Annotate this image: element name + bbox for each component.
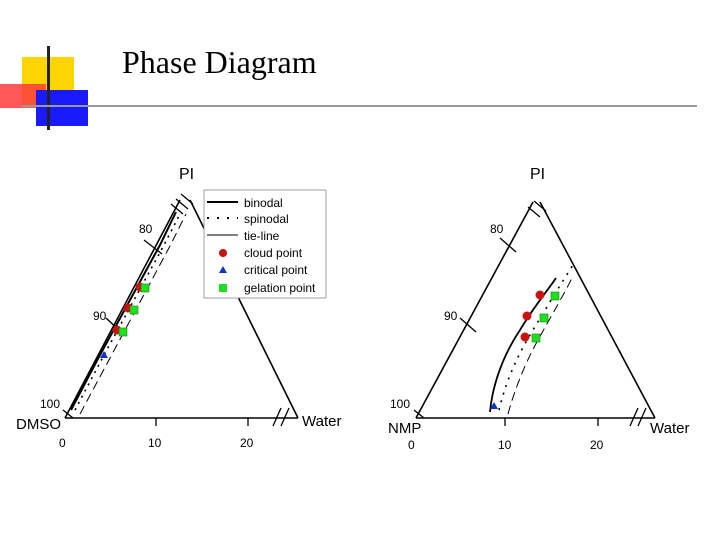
binodal-curve bbox=[489, 277, 557, 413]
cloud-point-marker bbox=[520, 332, 530, 342]
vertex-label-left: NMP bbox=[388, 420, 421, 437]
gelation-point-marker bbox=[539, 313, 549, 323]
vertex-label-right: Water bbox=[302, 413, 341, 430]
gelation-point-marker bbox=[140, 283, 150, 293]
left-edge-tick-label: 80 bbox=[139, 222, 153, 236]
diagram-nmp: PI NMP Water 80 90 100 0 10 20 bbox=[388, 166, 689, 452]
cloud-point-marker bbox=[522, 311, 532, 321]
left-edge-tick-label: 80 bbox=[490, 222, 504, 236]
bottom-tick-label: 0 bbox=[408, 438, 415, 452]
slide-title: Phase Diagram bbox=[122, 44, 317, 80]
tie-line-curve bbox=[507, 277, 573, 415]
vertex-label-right: Water bbox=[650, 420, 689, 437]
left-edge-tick-label: 90 bbox=[93, 309, 107, 323]
legend-swatch-critical-point bbox=[219, 266, 227, 273]
axis-break-top bbox=[527, 200, 547, 218]
left-edge-tick-marks bbox=[62, 239, 249, 426]
legend-label: gelation point bbox=[244, 281, 316, 295]
gelation-point-marker bbox=[129, 305, 139, 315]
left-edge-tick-marks bbox=[413, 237, 599, 426]
left-edge-tick-label: 90 bbox=[444, 309, 458, 323]
deco-blue-square bbox=[36, 90, 88, 126]
bottom-tick-label: 10 bbox=[498, 438, 512, 452]
critical-point-marker bbox=[100, 351, 108, 358]
left-edge-tick-label: 100 bbox=[390, 397, 410, 411]
deco-vertical-bar bbox=[47, 46, 50, 130]
legend: binodal spinodal tie-line cloud point cr… bbox=[203, 189, 327, 299]
vertex-label-top: PI bbox=[179, 166, 194, 183]
legend-label: spinodal bbox=[244, 212, 289, 226]
binodal-curve bbox=[70, 211, 177, 411]
legend-swatch-cloud-point bbox=[219, 249, 227, 257]
bottom-tick-label: 20 bbox=[240, 436, 254, 450]
legend-label: critical point bbox=[244, 263, 308, 277]
gelation-point-marker bbox=[531, 333, 541, 343]
bottom-tick-label: 0 bbox=[59, 436, 66, 450]
triangle-left-edge bbox=[415, 201, 534, 419]
title-divider bbox=[22, 105, 697, 107]
cloud-point-marker bbox=[535, 290, 545, 300]
gelation-point-marker bbox=[118, 327, 128, 337]
axis-break-right bbox=[272, 407, 290, 427]
legend-label: binodal bbox=[244, 196, 283, 210]
legend-label: tie-line bbox=[244, 229, 280, 243]
left-edge-tick-label: 100 bbox=[40, 397, 60, 411]
triangle-right-edge bbox=[539, 201, 656, 419]
vertex-label-top: PI bbox=[530, 166, 545, 183]
triangle-left-edge bbox=[64, 199, 181, 419]
spinodal-curve bbox=[498, 261, 576, 411]
bottom-tick-label: 10 bbox=[148, 436, 162, 450]
tie-line-curve bbox=[79, 213, 187, 415]
legend-label: cloud point bbox=[244, 246, 303, 260]
bottom-tick-label: 20 bbox=[590, 438, 604, 452]
gelation-point-marker bbox=[550, 291, 560, 301]
legend-box bbox=[203, 189, 327, 299]
axis-break-right bbox=[629, 407, 647, 427]
vertex-label-left: DMSO bbox=[16, 416, 61, 433]
legend-swatch-gelation-point bbox=[219, 284, 227, 292]
critical-point-marker bbox=[490, 402, 498, 409]
